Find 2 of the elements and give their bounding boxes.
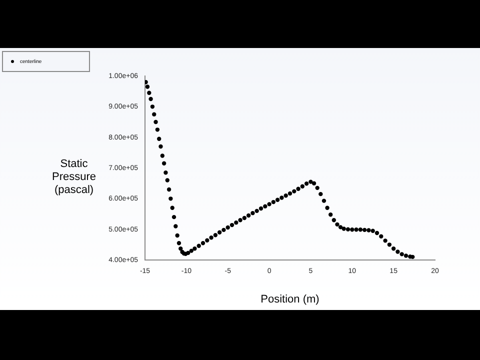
x-axis-title: Position (m) [260, 293, 320, 306]
y-axis-title: Static Pressure (pascal) [50, 158, 98, 197]
